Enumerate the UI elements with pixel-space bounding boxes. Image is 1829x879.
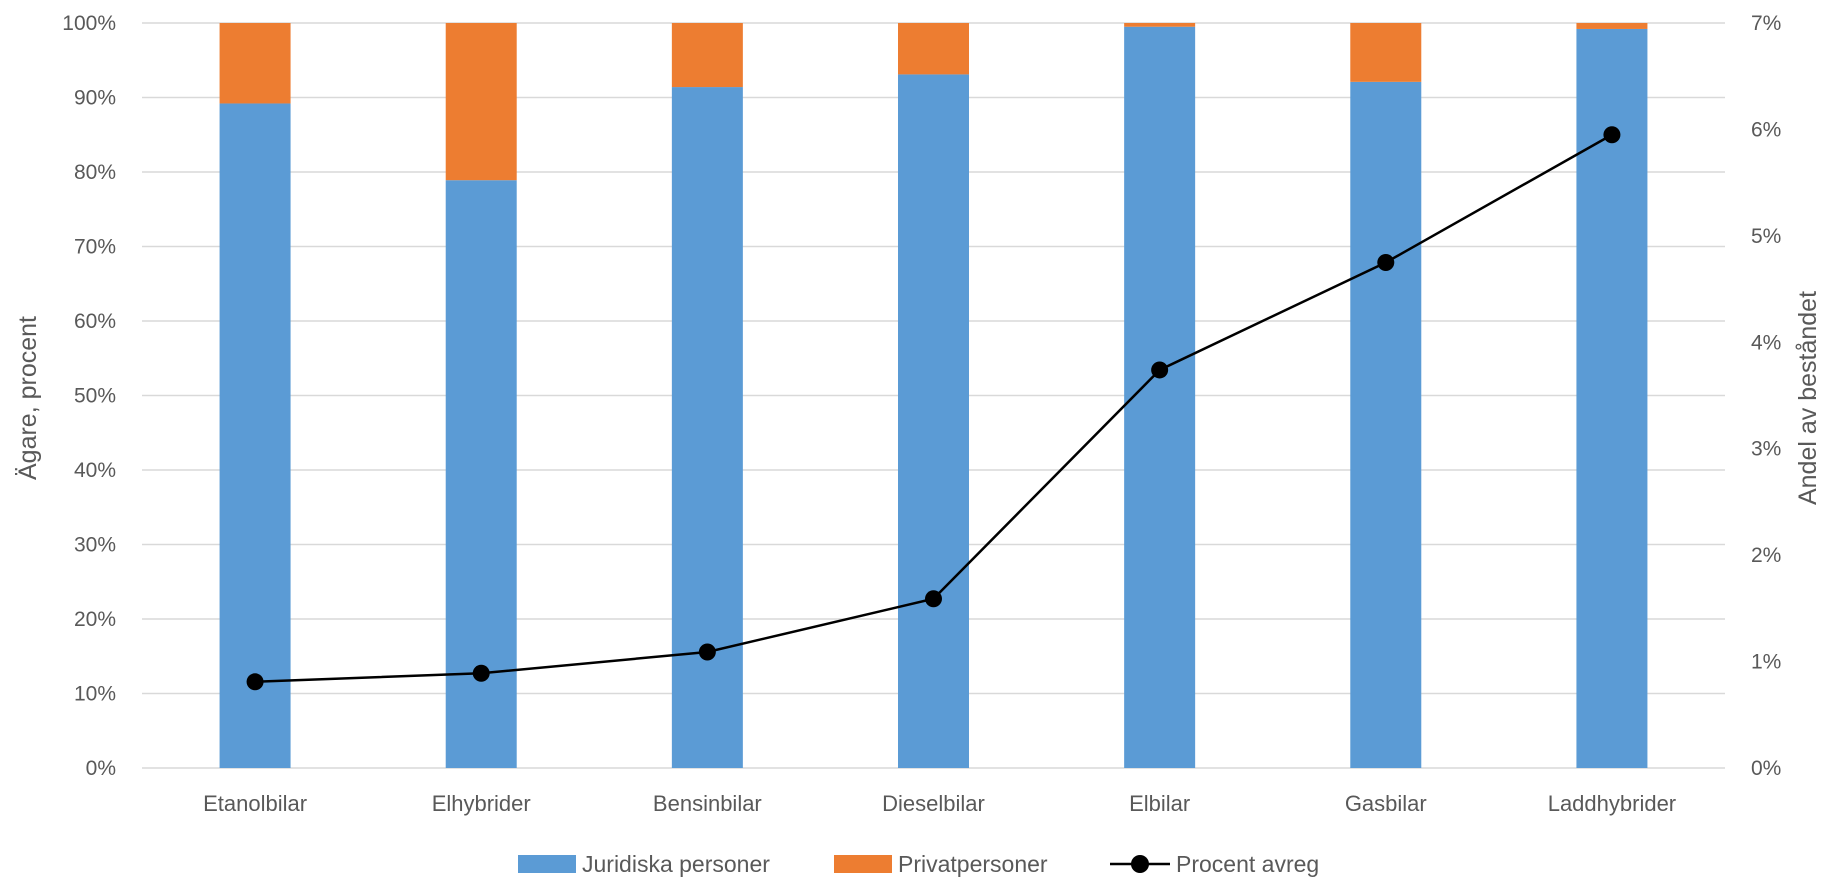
legend-swatch-juridiska <box>518 855 576 873</box>
line-point <box>1151 361 1169 379</box>
legend-label-juridiska: Juridiska personer <box>582 851 770 877</box>
line-series <box>246 126 1621 691</box>
x-tick-label: Dieselbilar <box>882 791 985 816</box>
y2-tick-label: 0% <box>1751 757 1781 780</box>
bar-privat <box>445 23 517 181</box>
line-point <box>246 673 264 691</box>
legend-item-procent-avreg: Procent avreg <box>1110 851 1319 877</box>
y-tick-label: 0% <box>86 757 116 780</box>
line-point <box>1603 126 1621 144</box>
y2-tick-label: 5% <box>1751 225 1781 248</box>
bar-juridiska <box>1124 26 1196 769</box>
y2-tick-label: 4% <box>1751 331 1781 354</box>
bar-juridiska <box>1576 28 1648 768</box>
y-axis-left-ticks: 0% 10% 20% 30% 40% 50% 60% 70% 80% 90% 100% <box>62 12 116 780</box>
legend: Juridiska personer Privatpersoner Procen… <box>518 851 1319 877</box>
x-tick-label: Laddhybrider <box>1548 791 1676 816</box>
y-axis-right-title: Andel av beståndet <box>1794 291 1822 505</box>
y-axis-right-ticks: 0% 1% 2% 3% 4% 5% 6% 7% <box>1751 12 1781 780</box>
bar-privat <box>1124 23 1196 27</box>
y-axis-left-title: Ägare, procent <box>14 316 42 480</box>
y-tick-label: 50% <box>74 385 116 408</box>
y2-tick-label: 2% <box>1751 544 1781 567</box>
line-point <box>925 590 942 608</box>
bar-juridiska <box>219 103 291 768</box>
legend-item-juridiska: Juridiska personer <box>518 851 770 877</box>
legend-item-privat: Privatpersoner <box>834 851 1048 877</box>
line-point <box>472 664 490 682</box>
legend-swatch-privat <box>834 855 892 873</box>
bar-juridiska <box>1350 81 1422 769</box>
legend-marker-procent-avreg <box>1131 855 1149 873</box>
bar-privat <box>1350 23 1422 82</box>
x-axis-labels: Etanolbilar Elhybrider Bensinbilar Dieselbi… <box>203 791 1676 816</box>
x-tick-label: Elhybrider <box>432 791 531 816</box>
y-tick-label: 70% <box>74 236 116 259</box>
bar-privat <box>219 23 291 104</box>
legend-label-procent-avreg: Procent avreg <box>1176 851 1319 877</box>
x-tick-label: Etanolbilar <box>203 791 307 816</box>
bar-privat <box>1576 23 1648 29</box>
y2-tick-label: 7% <box>1751 12 1781 35</box>
y2-tick-label: 1% <box>1751 651 1781 674</box>
x-tick-label: Elbilar <box>1129 791 1190 816</box>
y-tick-label: 40% <box>74 459 116 482</box>
bar-privat <box>671 23 743 88</box>
y-tick-label: 20% <box>74 608 116 631</box>
y-tick-label: 90% <box>74 87 116 110</box>
y-tick-label: 30% <box>74 534 116 557</box>
line-point <box>1377 253 1395 271</box>
bar-juridiska <box>671 87 743 768</box>
y-tick-label: 80% <box>74 161 116 184</box>
bar-series <box>219 23 1648 769</box>
x-tick-label: Gasbilar <box>1345 791 1427 816</box>
y-tick-label: 10% <box>74 683 116 706</box>
legend-label-privat: Privatpersoner <box>898 851 1048 877</box>
y2-tick-label: 3% <box>1751 438 1781 461</box>
y-tick-label: 60% <box>74 310 116 333</box>
y2-tick-label: 6% <box>1751 118 1781 141</box>
y-tick-label: 100% <box>62 12 116 35</box>
line-point <box>698 643 716 661</box>
x-tick-label: Bensinbilar <box>653 791 762 816</box>
bar-juridiska <box>898 74 969 768</box>
bar-privat <box>898 23 969 75</box>
